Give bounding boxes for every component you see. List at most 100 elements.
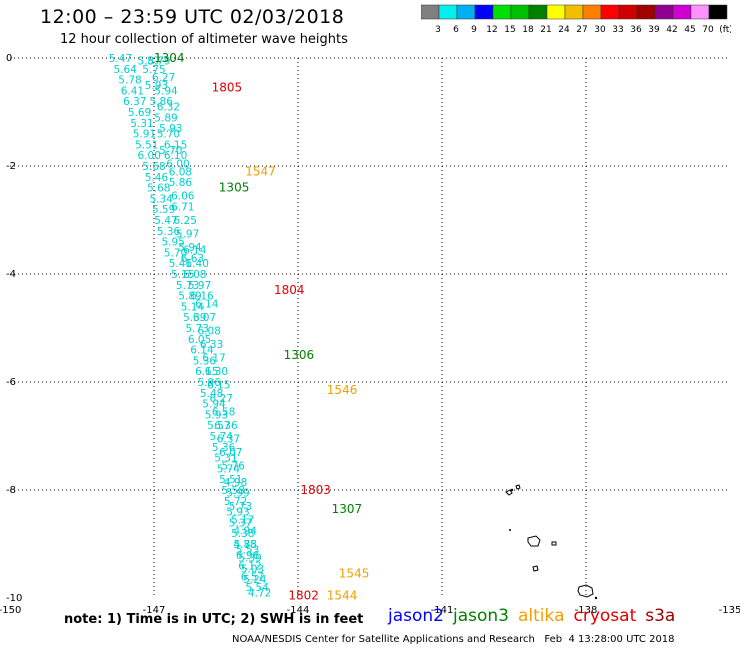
credit-line: NOAA/NESDIS Center for Satellite Applica… xyxy=(232,634,675,645)
wave-height-label: 6.05 xyxy=(188,334,211,346)
wave-height-label: 5.74 xyxy=(217,463,241,475)
wave-height-label: 5.59 xyxy=(152,204,175,216)
wave-height-label: 6.16 xyxy=(190,291,214,303)
island-outline xyxy=(577,584,594,598)
wave-height-label: 6.17 xyxy=(202,353,225,365)
color-scale-label: 27 xyxy=(576,25,587,35)
y-tick-label: -10 xyxy=(6,593,22,604)
island-outline xyxy=(505,489,513,496)
pass-number-label: 1547 xyxy=(245,164,276,178)
wave-height-label: 5.74 xyxy=(210,431,234,443)
wave-height-label: 5.68 xyxy=(147,183,170,195)
wave-height-label: 5.91 xyxy=(133,129,156,141)
x-tick-label: -150 xyxy=(0,605,21,616)
color-scale-label: 9 xyxy=(471,25,477,35)
wave-height-label: 5.47 xyxy=(109,53,132,65)
wave-height-label: 5.93 xyxy=(145,80,168,92)
wave-height-label: 6.57 xyxy=(241,571,264,583)
pass-number-label: 1802 xyxy=(288,588,319,602)
legend-item-altika: altika xyxy=(518,606,565,626)
wave-height-label: 6.15 xyxy=(164,139,187,151)
y-tick-label: -4 xyxy=(6,269,16,280)
wave-height-label: 6.15 xyxy=(195,366,218,378)
legend-item-jason3: jason3 xyxy=(453,606,509,626)
x-tick-label: -147 xyxy=(143,605,166,616)
wave-height-label: 5.73 xyxy=(176,280,199,292)
wave-height-label: 6.37 xyxy=(123,96,146,108)
wave-height-label: 5.70 xyxy=(164,247,187,259)
wave-height-label: 5.57 xyxy=(207,420,230,432)
wave-height-label: 5.37 xyxy=(229,517,252,529)
color-scale-label: 33 xyxy=(612,25,623,35)
wave-height-label: 5.70 xyxy=(157,129,180,141)
wave-height-label: 6.00 xyxy=(138,150,161,162)
wave-height-label: 6.27 xyxy=(210,393,233,405)
wave-height-label: 5.89 xyxy=(154,112,177,124)
pass-number-label: 1545 xyxy=(339,567,370,581)
wave-height-label: 5.89 xyxy=(178,291,201,303)
wave-height-label: 6.71 xyxy=(171,202,194,214)
color-scale-label: 36 xyxy=(630,25,642,35)
wave-height-label: 5.70 xyxy=(159,145,182,157)
wave-height-label: 5.78 xyxy=(234,539,257,551)
y-tick-label: -2 xyxy=(6,161,16,172)
wave-height-label: 5.36 xyxy=(212,442,236,454)
wave-height-label: 6.27 xyxy=(152,72,175,84)
wave-height-label: 4.98 xyxy=(224,477,247,489)
legend-item-s3a: s3a xyxy=(645,606,676,626)
wave-height-label: 6.30 xyxy=(205,366,228,378)
wave-height-label: 5.87 xyxy=(138,56,161,68)
wave-height-label: 6.63 xyxy=(181,253,204,265)
wave-height-label: 5.86 xyxy=(150,96,174,108)
wave-height-label: 5.73 xyxy=(229,501,252,513)
color-scale-label: 21 xyxy=(540,25,551,35)
legend-item-cryosat: cryosat xyxy=(573,606,637,626)
wave-height-label: 5.97 xyxy=(176,229,199,241)
pass-number-label: 1805 xyxy=(212,81,243,95)
wave-height-label: 5.51 xyxy=(135,139,158,151)
wave-height-label: 5.31 xyxy=(130,118,153,130)
wave-height-label: 5.97 xyxy=(188,280,211,292)
wave-height-label: 5.15 xyxy=(171,269,194,281)
wave-height-label: 5.95 xyxy=(162,237,185,249)
wave-height-label: 5.14 xyxy=(181,301,205,313)
x-tick-label: -138 xyxy=(575,605,598,616)
wave-height-label: 5.75 xyxy=(142,64,165,76)
wave-height-label: 5.96 xyxy=(198,377,222,389)
wave-height-label: 4.94 xyxy=(234,526,258,538)
wave-height-label: 6.36 xyxy=(214,420,238,432)
island-outline xyxy=(551,541,557,546)
wave-height-label: 5.76 xyxy=(222,461,246,473)
wave-height-label: 5.39 xyxy=(238,553,261,565)
color-scale-label: 18 xyxy=(522,25,534,35)
wave-height-label: 5.93 xyxy=(226,507,249,519)
wave-height-label: 5.24 xyxy=(243,574,267,586)
wave-height-label: 5.53 xyxy=(236,544,259,556)
x-tick-label: -144 xyxy=(287,605,310,616)
satellite-legend: jason2 jason3 altika cryosat s3a xyxy=(388,606,684,626)
color-scale-label: 42 xyxy=(666,25,677,35)
color-scale-label: (ft) xyxy=(719,25,731,35)
wave-height-label: 5.93 xyxy=(205,409,228,421)
color-scale-label: 12 xyxy=(486,25,497,35)
chart-title: 12:00 – 23:59 UTC 02/03/2018 xyxy=(40,6,345,28)
wave-height-label: 6.08 xyxy=(198,326,221,338)
color-scale-label: 70 xyxy=(702,25,714,35)
chart-subtitle: 12 hour collection of altimeter wave hei… xyxy=(60,32,348,47)
pass-number-label: 1546 xyxy=(327,383,358,397)
wave-height-label: 5.17 xyxy=(231,515,254,527)
wave-height-label: 5.73 xyxy=(186,323,209,335)
wave-height-label: 5.68 xyxy=(142,161,165,173)
wave-height-label: 5.36 xyxy=(193,355,217,367)
wave-height-label: 5.47 xyxy=(154,215,177,227)
wave-height-label: 5.94 xyxy=(202,399,226,411)
wave-height-label: 5.54 xyxy=(246,582,270,594)
wave-height-label: 6.07 xyxy=(193,312,216,324)
wave-height-label: 5.38 xyxy=(231,528,254,540)
wave-height-label: 6.14 xyxy=(195,299,219,311)
pass-number-label: 1803 xyxy=(300,483,331,497)
color-scale-label: 6 xyxy=(453,25,459,35)
color-scale-label: 15 xyxy=(504,25,515,35)
island-outline xyxy=(515,484,521,490)
